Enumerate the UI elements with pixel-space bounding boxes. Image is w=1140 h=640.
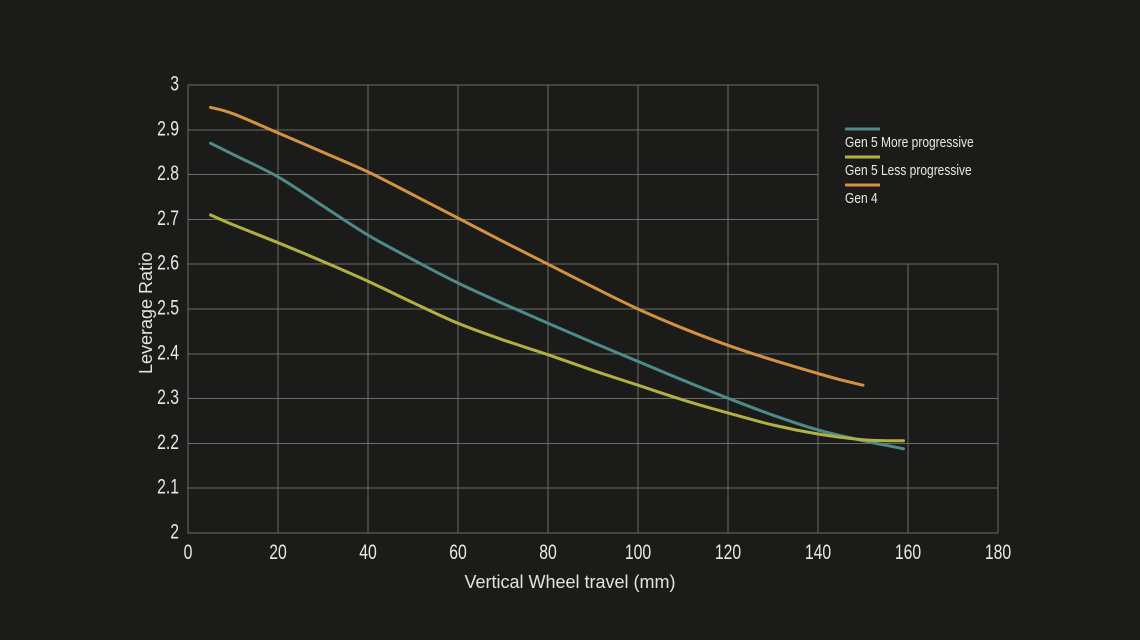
series-line-gen-4 <box>209 105 865 387</box>
y-axis-title: Leverage Ratio <box>136 252 156 374</box>
legend-label-gen4: Gen 4 <box>845 190 878 207</box>
y-axis-tick-label: 2.1 <box>157 474 179 498</box>
y-axis-tick-label: 2.9 <box>157 116 179 140</box>
grid <box>187 84 999 534</box>
axis-tick-labels: 0 20 40 60 80 100 120 140 160 180 2 2.1 2.2 2.3 2.4 2.5… <box>157 71 1011 563</box>
x-axis-tick-label: 40 <box>359 540 377 564</box>
series-line-gen-5-more-progressive <box>209 141 905 451</box>
x-axis-tick-label: 180 <box>985 540 1011 564</box>
y-axis-tick-label: 2 <box>170 519 179 543</box>
x-axis-tick-label: 20 <box>269 540 287 564</box>
y-axis-tick-label: 2.7 <box>157 206 179 230</box>
x-axis-tick-label: 60 <box>449 540 467 564</box>
x-axis-tick-label: 0 <box>184 540 193 564</box>
x-axis-tick-label: 120 <box>715 540 741 564</box>
x-axis-tick-label: 100 <box>625 540 651 564</box>
legend-label-gen5-more-progressive: Gen 5 More progressive <box>845 134 974 151</box>
y-axis-tick-label: 2.8 <box>157 161 179 185</box>
x-axis-tick-label: 160 <box>895 540 921 564</box>
y-axis-tick-label: 2.3 <box>157 385 179 409</box>
legend: Gen 5 More progressive Gen 5 Less progre… <box>845 127 974 207</box>
series-lines <box>209 105 905 451</box>
y-axis-tick-label: 2.5 <box>157 295 179 319</box>
y-axis-tick-label: 2.6 <box>157 250 179 274</box>
y-axis-tick-label: 2.4 <box>157 340 179 364</box>
x-axis-title: Vertical Wheel travel (mm) <box>464 572 675 592</box>
series-line-gen-5-less-progressive <box>209 213 905 443</box>
y-axis-tick-label: 3 <box>170 71 179 95</box>
y-axis-tick-label: 2.2 <box>157 430 179 454</box>
x-axis-tick-label: 80 <box>539 540 557 564</box>
legend-label-gen5-less-progressive: Gen 5 Less progressive <box>845 162 972 179</box>
x-axis-tick-label: 140 <box>805 540 831 564</box>
